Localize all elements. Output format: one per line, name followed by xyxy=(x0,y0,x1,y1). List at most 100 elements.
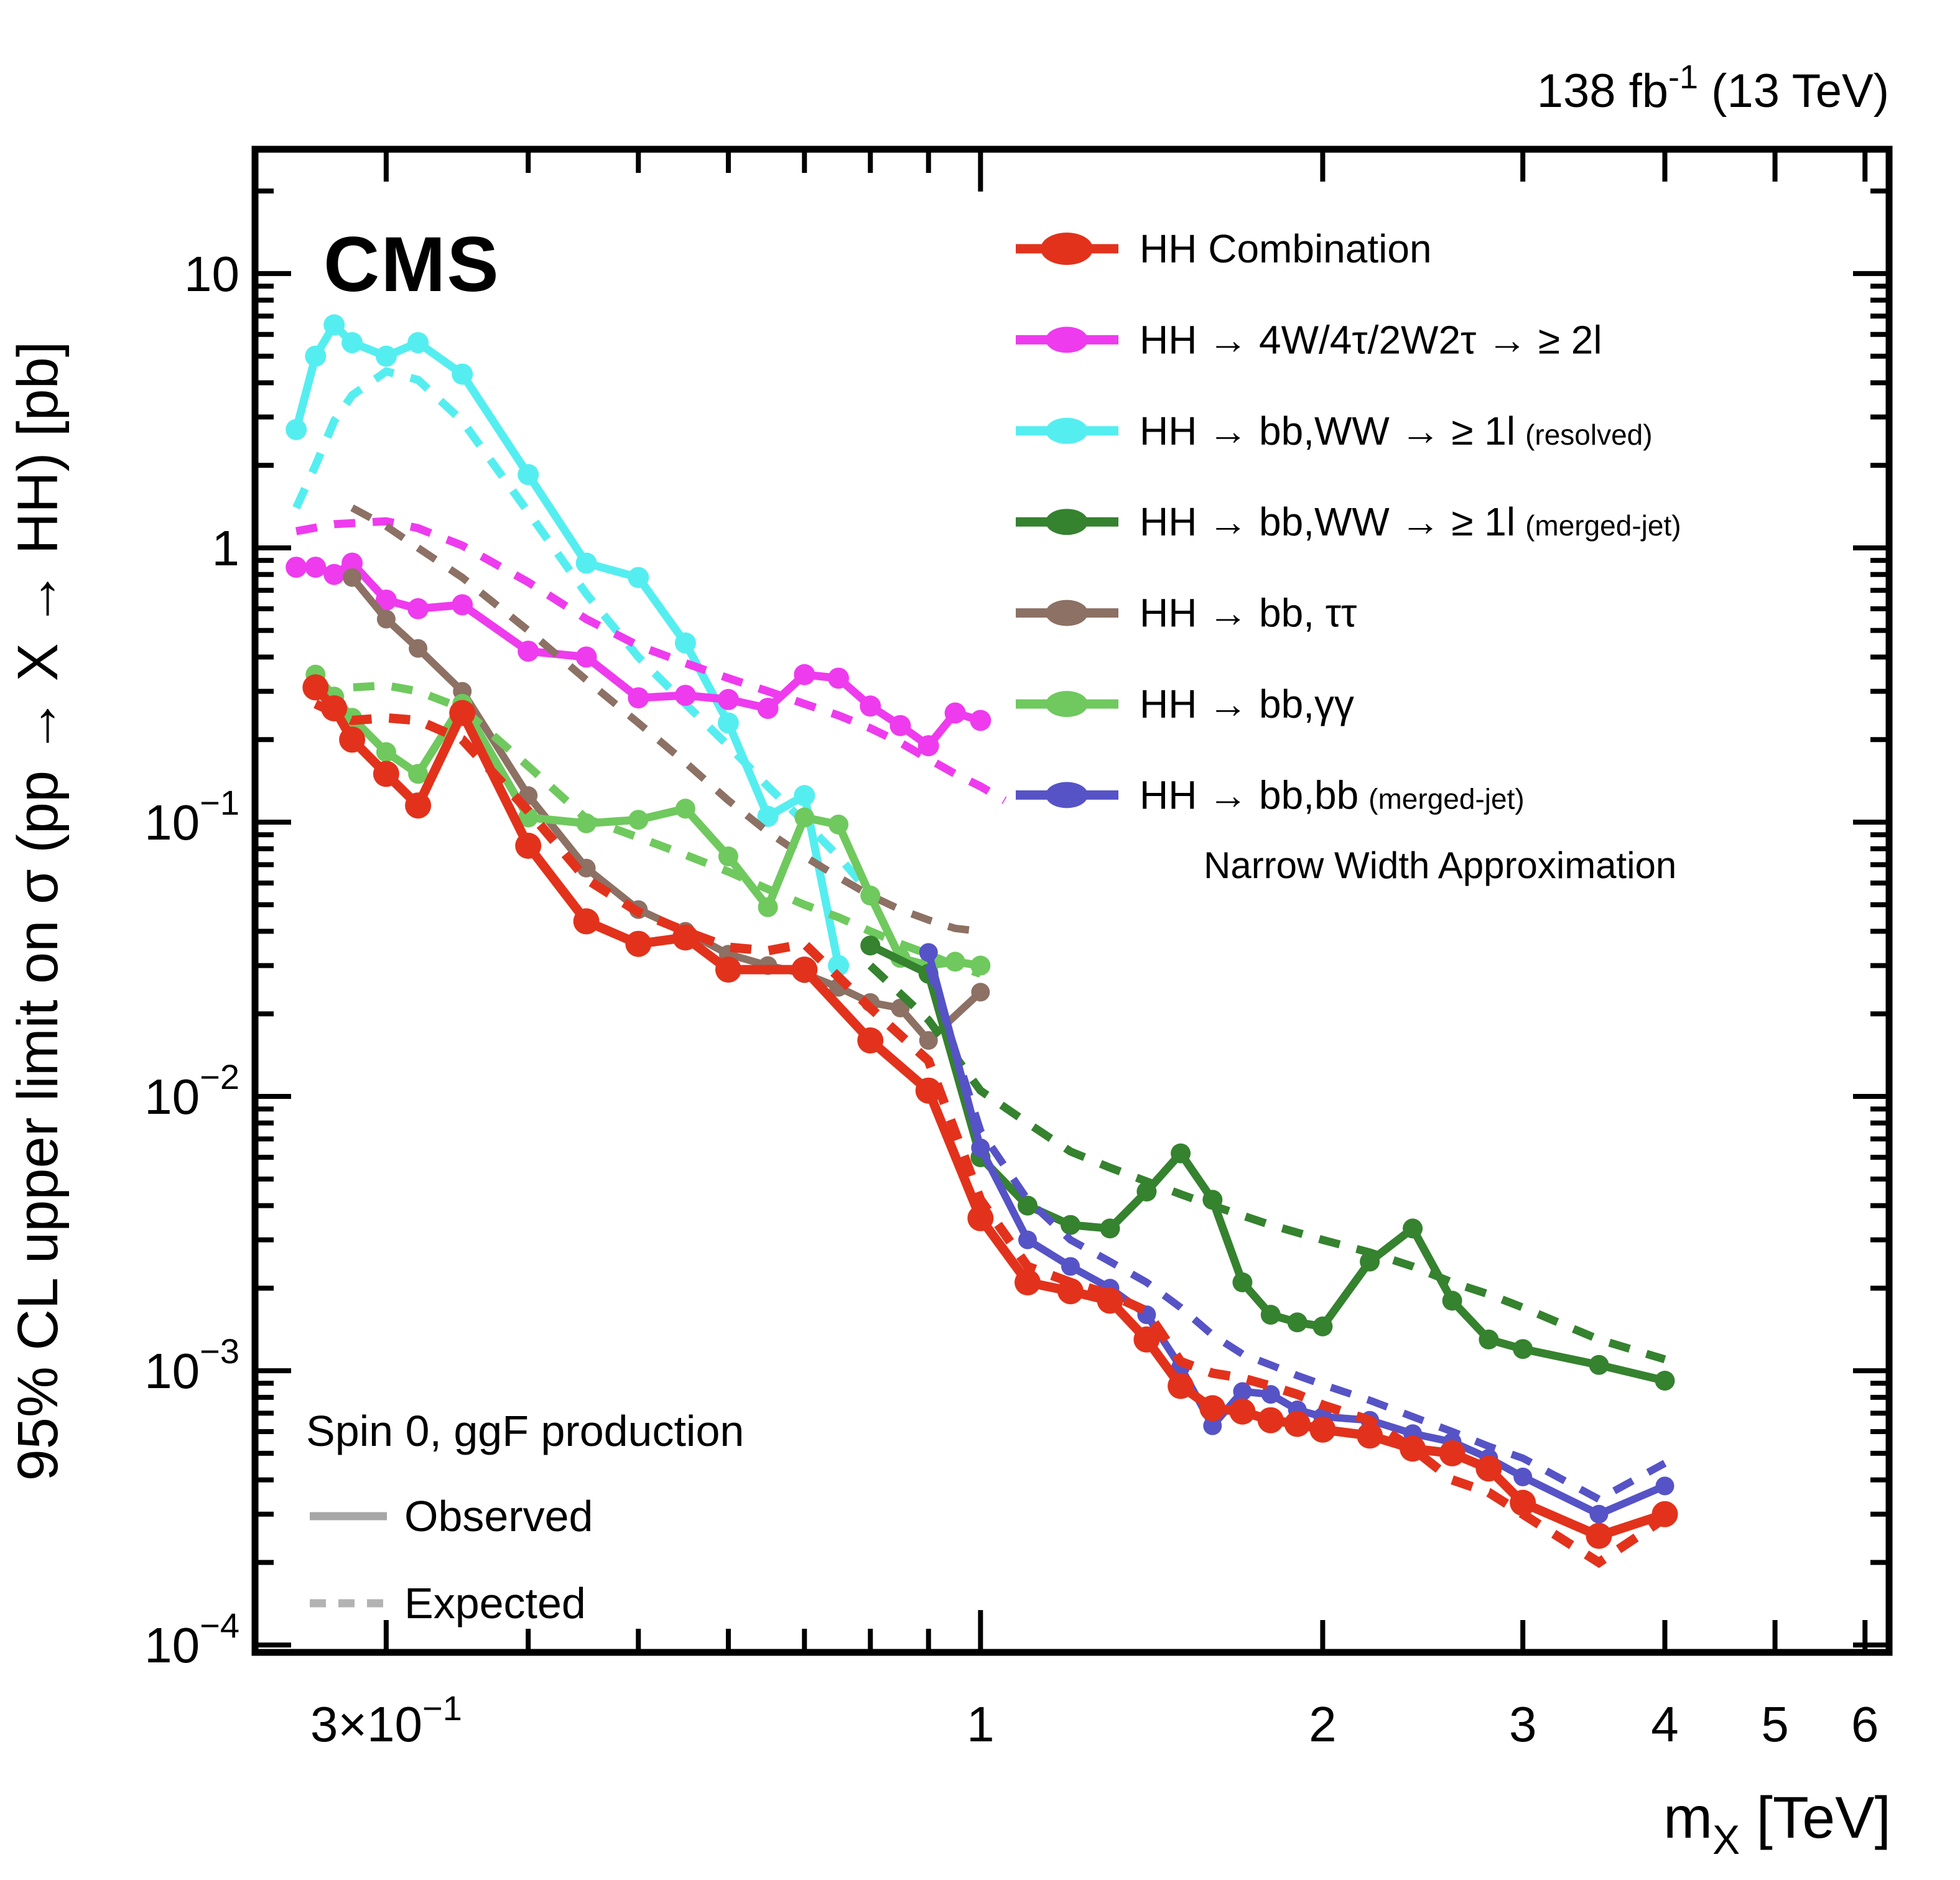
series-hh-4w-4-2w2-2l-marker xyxy=(407,598,429,619)
series-hh-bb-ww-1l-merged-jet-marker xyxy=(1202,1190,1223,1210)
series-hh-combination-marker xyxy=(1309,1416,1336,1443)
plot-frame xyxy=(251,146,1893,1656)
x-tick-label: 3×10−1 xyxy=(310,1688,462,1752)
axes: 3×10−1 1 2 3 4 5 6 10 1 10−1 10−2 10−3 10−4 xyxy=(144,146,1893,1752)
y-tick-label: 10 xyxy=(184,246,239,302)
series-hh-combination-marker xyxy=(1400,1435,1426,1462)
series-hh-4w-4-2w2-2l-marker xyxy=(757,698,779,719)
series-hh-combination-marker xyxy=(1257,1407,1284,1433)
series-hh-bb-marker xyxy=(971,983,990,1002)
series-hh-4w-4-2w2-2l-marker xyxy=(286,557,307,578)
series-hh-combination-marker xyxy=(1651,1501,1678,1527)
series-hh-combination-marker xyxy=(321,695,348,721)
legend-marker xyxy=(1046,326,1088,353)
series-hh-bb-marker xyxy=(408,764,429,784)
series-hh-bb-ww-1l-merged-jet-marker xyxy=(1403,1218,1423,1239)
series-hh-bb-bb-merged-jet-marker xyxy=(1018,1230,1037,1249)
series-hh-bb-bb-merged-jet-marker xyxy=(1061,1257,1080,1276)
series-hh-4w-4-2w2-2l-marker xyxy=(323,563,345,585)
series-hh-bb-ww-1l-resolved-marker xyxy=(828,955,849,976)
series-hh-combination-marker xyxy=(1475,1455,1502,1482)
series-hh-combination-marker xyxy=(1357,1422,1383,1449)
series-hh-bb-marker xyxy=(829,814,848,835)
series-hh-combination-marker xyxy=(1284,1410,1311,1437)
curves xyxy=(286,314,1678,1568)
series-hh-4w-4-2w2-2l-marker xyxy=(375,590,397,611)
series-hh-bb-ww-1l-resolved-marker xyxy=(341,332,363,353)
x-tick-label: 4 xyxy=(1651,1697,1679,1752)
series-hh-combination-marker xyxy=(1015,1269,1041,1295)
series-hh-4w-4-2w2-2l-marker xyxy=(794,664,815,685)
series-hh-combination-marker xyxy=(339,726,366,753)
luminosity-label: 138 fb-1 (13 TeV) xyxy=(1537,58,1889,118)
series-hh-4w-4-2w2-2l-marker xyxy=(628,687,649,709)
legend: HH Combination HH → 4W/4τ/2W2τ → ≥ 2l HH →… xyxy=(1016,226,1681,817)
series-hh-bb-ww-1l-merged-jet-marker xyxy=(1479,1329,1499,1350)
series-hh-combination-marker xyxy=(1439,1440,1465,1466)
x-tick-label: 2 xyxy=(1309,1697,1337,1752)
series-hh-bb-ww-1l-resolved-marker xyxy=(305,345,327,367)
series-hh-bb-marker xyxy=(376,609,396,629)
series-hh-bb-ww-1l-resolved-marker xyxy=(407,332,429,353)
style-legend-observed: Observed xyxy=(310,1492,593,1540)
legend-marker xyxy=(1046,417,1088,444)
series-hh-bb-ww-1l-resolved-marker xyxy=(674,632,696,654)
series-hh-4w-4-2w2-2l-marker xyxy=(860,695,881,717)
series-hh-4w-4-2w2-2l-marker xyxy=(575,646,597,668)
legend-item-hh-bb-bb-merged-jet: HH → bb,bb (merged-jet) xyxy=(1016,772,1525,817)
legend-label: HH → bb,WW → ≥ 1l (resolved) xyxy=(1140,409,1653,453)
legend-item-hh-4w-4-2w2-2l: HH → 4W/4τ/2W2τ → ≥ 2l xyxy=(1016,317,1602,362)
series-hh-bb-ww-1l-resolved-marker xyxy=(628,567,649,588)
series-hh-bb-ww-1l-resolved-marker xyxy=(375,345,397,367)
series-hh-bb-bb-merged-jet-marker xyxy=(919,943,938,962)
series-hh-combination-marker xyxy=(715,956,741,983)
y-tick-label: 10−4 xyxy=(144,1606,239,1673)
series-hh-bb-ww-1l-merged-jet-marker xyxy=(1061,1215,1080,1235)
y-tick-label: 10−2 xyxy=(144,1057,239,1124)
series-hh-bb-ww-1l-resolved-marker xyxy=(286,419,307,440)
series-hh-combination-marker xyxy=(405,792,432,819)
series-hh-bb-marker xyxy=(518,807,539,828)
series-hh-combination-marker xyxy=(1199,1395,1226,1422)
series-hh-bb-marker xyxy=(919,1031,938,1050)
series-hh-combination-marker xyxy=(1586,1522,1612,1549)
series-hh-combination-marker xyxy=(1229,1398,1256,1425)
series-hh-bb-ww-1l-merged-jet-marker xyxy=(1442,1290,1462,1311)
y-tick-label: 10−3 xyxy=(144,1331,239,1399)
series-hh-combination-marker xyxy=(515,833,542,859)
series-hh-bb-bb-merged-jet-marker xyxy=(1655,1476,1674,1496)
series-hh-bb-marker xyxy=(675,799,695,819)
x-tick-label: 3 xyxy=(1509,1697,1537,1752)
series-hh-bb-marker xyxy=(628,810,649,830)
nwa-annotation: Narrow Width Approximation xyxy=(1204,845,1676,886)
series-hh-combination-marker xyxy=(1510,1489,1536,1516)
x-tick-label: 5 xyxy=(1761,1697,1789,1752)
series-hh-4w-4-2w2-2l-marker xyxy=(944,702,966,724)
legend-label: HH → bb,bb (merged-jet) xyxy=(1140,772,1525,817)
y-tick-label: 1 xyxy=(212,521,240,576)
legend-label: HH → bb, ττ xyxy=(1140,591,1357,636)
series-hh-combination-marker xyxy=(1168,1373,1194,1399)
legend-label: HH → 4W/4τ/2W2τ → ≥ 2l xyxy=(1140,317,1602,362)
legend-item-hh-bb: HH → bb, ττ xyxy=(1016,591,1357,636)
observed-label: Observed xyxy=(404,1492,593,1540)
legend-item-hh-bb-ww-1l-resolved: HH → bb,WW → ≥ 1l (resolved) xyxy=(1016,409,1653,453)
spin-annotation: Spin 0, ggF production xyxy=(306,1407,744,1455)
series-hh-bb-ww-1l-resolved-marker xyxy=(794,785,815,807)
series-hh-bb-marker xyxy=(577,858,596,877)
series-hh-bb-expected-line xyxy=(314,681,982,978)
series-hh-bb-marker xyxy=(376,742,396,762)
series-hh-bb-ww-1l-merged-jet-marker xyxy=(1100,1218,1120,1239)
series-hh-combination-marker xyxy=(967,1205,994,1231)
expected-label: Expected xyxy=(404,1579,586,1628)
series-hh-4w-4-2w2-2l-marker xyxy=(917,735,939,757)
series-hh-bb-ww-1l-merged-jet-marker xyxy=(1018,1195,1038,1216)
series-hh-bb-ww-1l-merged-jet-marker xyxy=(1287,1312,1307,1333)
legend-marker xyxy=(1046,600,1088,626)
legend-item-hh-bb-ww-1l-merged-jet: HH → bb,WW → ≥ 1l (merged-jet) xyxy=(1016,499,1681,544)
series-hh-bb-ww-1l-resolved-marker xyxy=(717,712,739,734)
legend-label: HH → bb,γγ xyxy=(1140,682,1354,726)
series-hh-combination-marker xyxy=(573,908,600,935)
